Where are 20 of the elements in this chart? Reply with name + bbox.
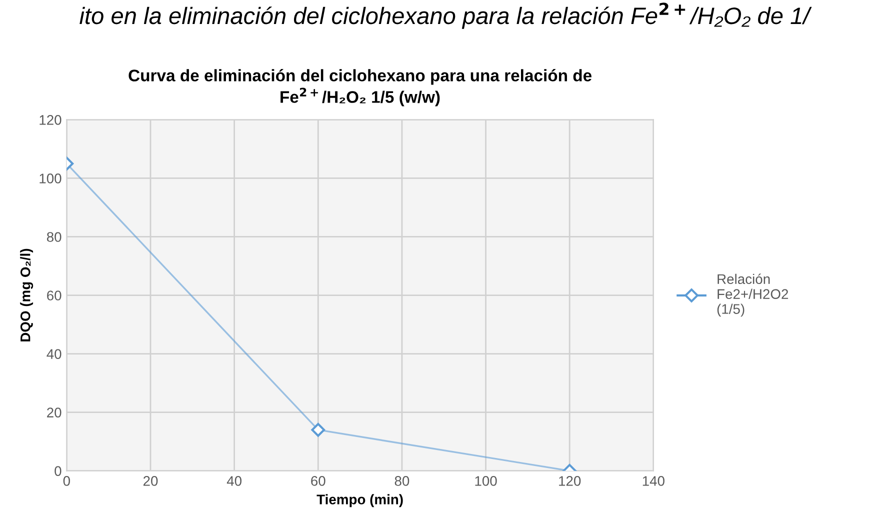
x-tick-label: 80 [394,476,410,486]
x-tick-label: 140 [642,476,664,486]
x-axis-title: Tiempo (min) [316,494,403,508]
y-tick-label: 120 [40,115,62,125]
x-tick-label: 40 [226,476,242,486]
x-tick-label: 20 [143,476,158,486]
y-tick-label: 80 [46,232,62,242]
x-tick-label: 120 [559,476,581,486]
y-tick-label: 20 [47,408,62,418]
y-axis-title: DQO (mg O₂/l) [20,248,34,342]
legend-label: Relación Fe2+/H2O2 (1/5) [717,274,788,317]
x-tick-label: 0 [63,476,70,486]
text: ito en la eliminación del ciclohexano para la relación Fe$^{2+}$/H₂O₂ de 1/ [80,2,812,29]
y-tick-label: 0 [54,466,62,476]
chart-title: Curva de eliminación del ciclohexano para una relación de Fe$^{2+}$/H₂O₂ 1/5 (w/w) [128,69,592,106]
y-tick-label: 40 [46,349,62,359]
x-tick-label: 100 [475,476,497,486]
y-tick-label: 100 [40,174,62,184]
y-tick-label: 60 [47,290,62,300]
x-tick-label: 60 [311,476,326,486]
